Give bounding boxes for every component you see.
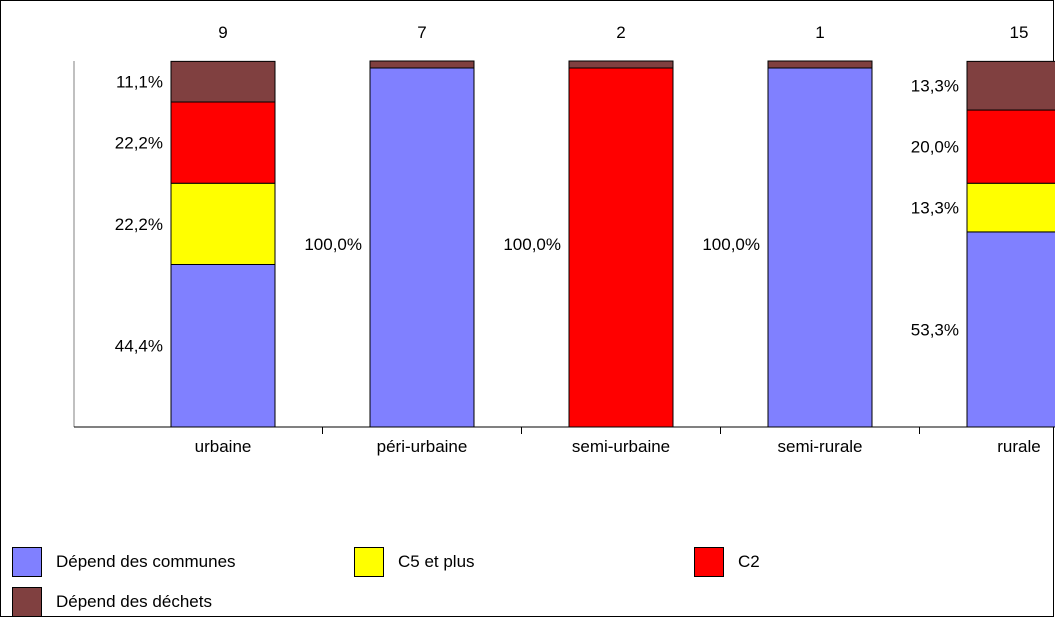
data-label-rurale-2: 20,0% xyxy=(911,138,959,157)
bar-segment-urbaine-0 xyxy=(170,263,276,428)
data-label-rurale-3: 13,3% xyxy=(911,77,959,96)
total-label-rurale: 15 xyxy=(1010,23,1029,42)
category-label-semi-rurale: semi-rurale xyxy=(777,437,862,456)
legend-label-c2: C2 xyxy=(738,552,760,571)
data-label-semi-rurale-0: 100,0% xyxy=(702,235,760,254)
bar-segment-urbaine-2 xyxy=(170,101,276,184)
legend-label-dechets: Dépend des déchets xyxy=(56,592,212,611)
bar-segment-rurale-0 xyxy=(966,231,1055,428)
data-label-rurale-0: 53,3% xyxy=(911,320,959,339)
bar-segment-p-ri-urbaine-0 xyxy=(369,60,475,428)
data-label-urbaine-1: 22,2% xyxy=(115,215,163,234)
legend-item-dechets: Dépend des déchets xyxy=(12,587,212,617)
legend-swatch-communes xyxy=(12,547,42,577)
data-label-semi-urbaine-2: 100,0% xyxy=(503,235,561,254)
bar-segment-rurale-2 xyxy=(966,109,1055,184)
bar-segment-rurale-3 xyxy=(966,60,1055,111)
data-label-rurale-1: 13,3% xyxy=(911,199,959,218)
category-label-urbaine: urbaine xyxy=(195,437,252,456)
legend-swatch-c2 xyxy=(694,547,724,577)
total-label-p-ri-urbaine: 7 xyxy=(417,23,426,42)
category-label-rurale: rurale xyxy=(997,437,1040,456)
total-label-semi-rurale: 1 xyxy=(815,23,824,42)
legend-swatch-c5 xyxy=(354,547,384,577)
bar-cap-p-ri-urbaine xyxy=(369,60,475,69)
legend-item-c5: C5 et plus xyxy=(354,547,475,577)
bar-segment-semi-rurale-0 xyxy=(767,60,873,428)
data-label-urbaine-3: 11,1% xyxy=(116,73,163,92)
bar-segment-semi-urbaine-2 xyxy=(568,60,674,428)
legend-item-communes: Dépend des communes xyxy=(12,547,236,577)
bar-segment-rurale-1 xyxy=(966,182,1055,233)
bar-cap-semi-urbaine xyxy=(568,60,674,69)
data-label-p-ri-urbaine-0: 100,0% xyxy=(304,235,362,254)
data-label-urbaine-2: 22,2% xyxy=(115,134,163,153)
category-label-semi-urbaine: semi-urbaine xyxy=(572,437,670,456)
legend-label-communes: Dépend des communes xyxy=(56,552,236,571)
bar-cap-semi-rurale xyxy=(767,60,873,69)
total-label-urbaine: 9 xyxy=(218,23,227,42)
bar-segment-urbaine-3 xyxy=(170,60,276,103)
legend-swatch-dechets xyxy=(12,587,42,617)
total-label-semi-urbaine: 2 xyxy=(616,23,625,42)
category-label-p-ri-urbaine: péri-urbaine xyxy=(377,437,468,456)
legend-item-c2: C2 xyxy=(694,547,760,577)
legend-label-c5: C5 et plus xyxy=(398,552,475,571)
data-label-urbaine-0: 44,4% xyxy=(115,337,163,356)
bar-segment-urbaine-1 xyxy=(170,182,276,265)
